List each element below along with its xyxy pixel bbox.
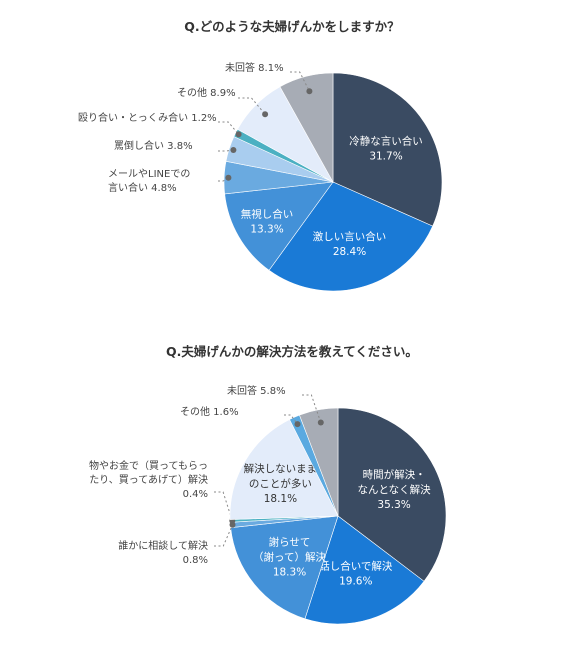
leader-line xyxy=(218,121,239,135)
slice-callout-label: その他 8.9% xyxy=(177,86,236,99)
leader-line xyxy=(214,524,233,547)
slice-callout-label: 未回答 8.1% xyxy=(225,61,284,74)
leader-dot xyxy=(317,419,324,426)
leader-line xyxy=(302,394,322,423)
slice-callout-label: 誰かに相談して解決 0.8% xyxy=(118,539,208,566)
pie-slice xyxy=(230,515,339,620)
slice-callout-label: メールやLINEでの言い合い 4.8% xyxy=(108,168,190,194)
leader-line xyxy=(238,97,266,115)
leader-dot xyxy=(294,421,301,428)
pie-slice xyxy=(229,419,339,520)
pie-slice xyxy=(304,515,425,625)
slice-callout-label: 未回答 5.8% xyxy=(227,384,286,397)
pie-slice xyxy=(299,407,339,517)
pie-slice xyxy=(224,181,334,271)
leader-dot xyxy=(306,88,313,95)
slice-callout-label: 罵倒し合い 3.8% xyxy=(114,139,193,152)
chart-title-fight-types: Q.どのような夫婦げんかをしますか？ xyxy=(184,19,399,34)
chart-title-resolution: Q.夫婦げんかの解決方法を教えてください。 xyxy=(166,344,418,359)
pie-slice xyxy=(279,72,334,184)
leader-line xyxy=(284,414,298,425)
slice-callout-label: 殴り合い・とっくみ合い 1.2% xyxy=(78,111,217,124)
leader-dot xyxy=(225,174,232,181)
slice-label: 冷静な言い合い 31.7% xyxy=(349,135,423,163)
leader-line xyxy=(290,71,310,92)
pie-fight-types: 冷静な言い合い 31.7% 激しい言い合い 28.4% 無視し合い 13.3% メールやLI… xyxy=(78,61,443,292)
leader-dot xyxy=(230,147,237,153)
slice-label: 激しい言い合い 28.4% xyxy=(313,230,387,258)
slice-callout-label: その他 1.6% xyxy=(180,405,239,418)
slice-label: 時間が解決・なんとなく解決 35.3% xyxy=(358,468,432,511)
slice-label: 解決しないままのことが多い 18.1% xyxy=(244,462,318,505)
leader-line xyxy=(214,491,233,521)
slice-label: 話し合いで解決 19.6% xyxy=(319,560,393,588)
slice-label: 無視し合い 13.3% xyxy=(241,207,294,235)
slice-label: 謝らせて（謝って）解決 18.3% xyxy=(253,536,326,579)
leader-dot xyxy=(235,131,242,138)
slice-callout-label: 物やお金で（買ってもらったり、買ってあげて）解決 0.4% xyxy=(89,459,208,500)
pie-resolution: 時間が解決・なんとなく解決 35.3% 話し合いで解決 19.6%謝らせて（謝って）解… xyxy=(89,384,447,625)
pie-slice xyxy=(268,181,434,292)
pie-slice xyxy=(332,72,443,227)
leader-dot xyxy=(262,111,269,118)
pie-slice xyxy=(337,407,447,582)
